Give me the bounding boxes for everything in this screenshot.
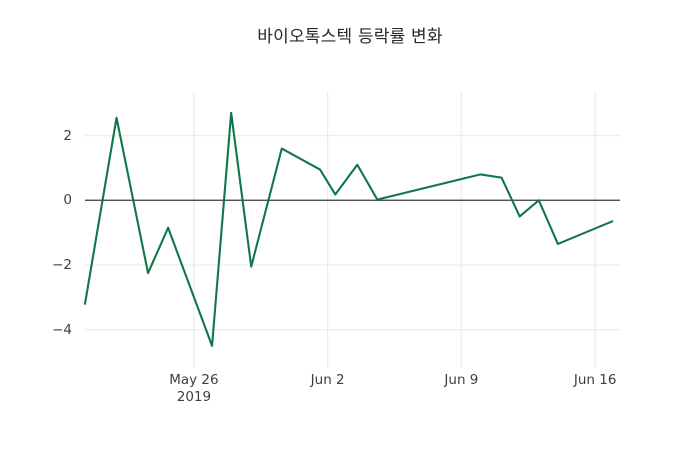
plot-area [83,92,620,368]
plot-canvas [83,92,620,368]
x-axis-tick-label: Jun 2 [310,372,345,388]
chart-title: 바이오톡스텍 등락률 변화 [257,27,443,47]
y-axis-tick-label: 2 [63,127,72,144]
y-axis-tick-label: 0 [63,192,72,209]
x-axis-tick-label: May 26 2019 [169,372,219,405]
x-axis-tick-sublabel: 2019 [176,389,212,405]
x-axis-tick-label: Jun 9 [444,372,479,388]
data-series-line [83,111,614,347]
y-axis-tick-label: −4 [52,321,72,338]
x-gridlines [193,92,596,368]
y-axis-tick-label: −2 [52,256,72,273]
x-axis-tick-label: Jun 16 [573,372,617,388]
